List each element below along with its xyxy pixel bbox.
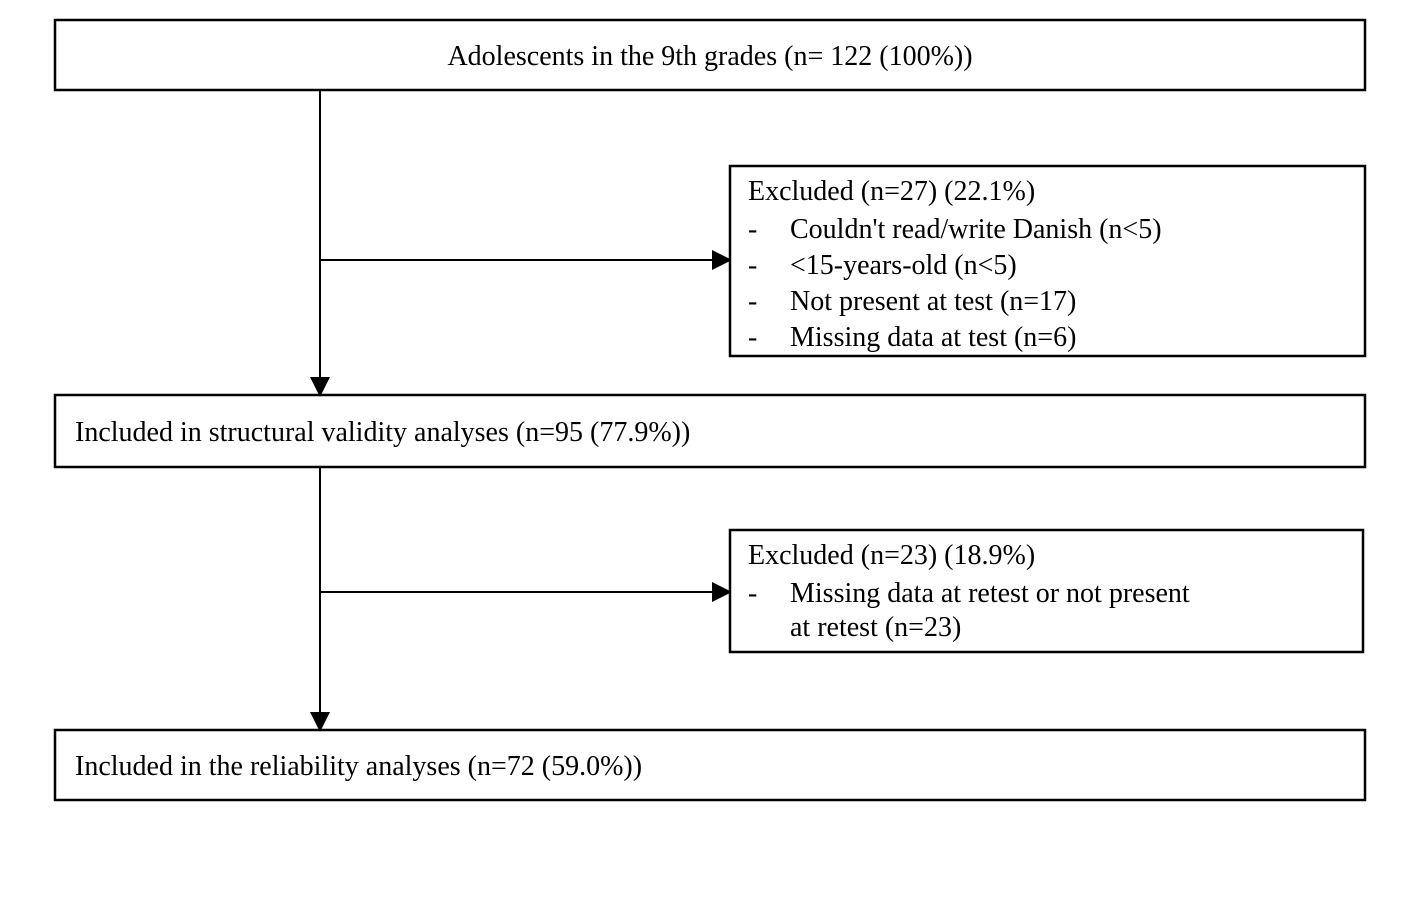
excluded2-title: Excluded (n=23) (18.9%) — [748, 540, 1035, 571]
box-excluded-2: Excluded (n=23) (18.9%) - Missing data at… — [730, 530, 1363, 652]
bullet-dash: - — [748, 322, 757, 353]
bullet-dash: - — [748, 578, 757, 609]
reliability-label: Included in the reliability analyses (n=… — [75, 751, 642, 782]
box-reliability: Included in the reliability analyses (n=… — [55, 730, 1365, 800]
excluded2-item: Missing data at retest or not present — [790, 578, 1190, 609]
excluded2-item: at retest (n=23) — [790, 612, 961, 643]
excluded1-item: Missing data at test (n=6) — [790, 322, 1076, 353]
excluded1-title: Excluded (n=27) (22.1%) — [748, 176, 1035, 207]
excluded1-item: Not present at test (n=17) — [790, 286, 1076, 317]
top-label: Adolescents in the 9th grades (n= 122 (1… — [447, 41, 972, 72]
bullet-dash: - — [748, 214, 757, 245]
excluded1-item: Couldn't read/write Danish (n<5) — [790, 214, 1162, 245]
box-excluded-1: Excluded (n=27) (22.1%) - Couldn't read/w… — [730, 166, 1365, 356]
structural-label: Included in structural validity analyses… — [75, 417, 690, 448]
excluded1-item: <15-years-old (n<5) — [790, 250, 1017, 281]
box-top: Adolescents in the 9th grades (n= 122 (1… — [55, 20, 1365, 90]
box-structural: Included in structural validity analyses… — [55, 395, 1365, 467]
bullet-dash: - — [748, 286, 757, 317]
flowchart-canvas: Adolescents in the 9th grades (n= 122 (1… — [0, 0, 1424, 899]
bullet-dash: - — [748, 250, 757, 281]
